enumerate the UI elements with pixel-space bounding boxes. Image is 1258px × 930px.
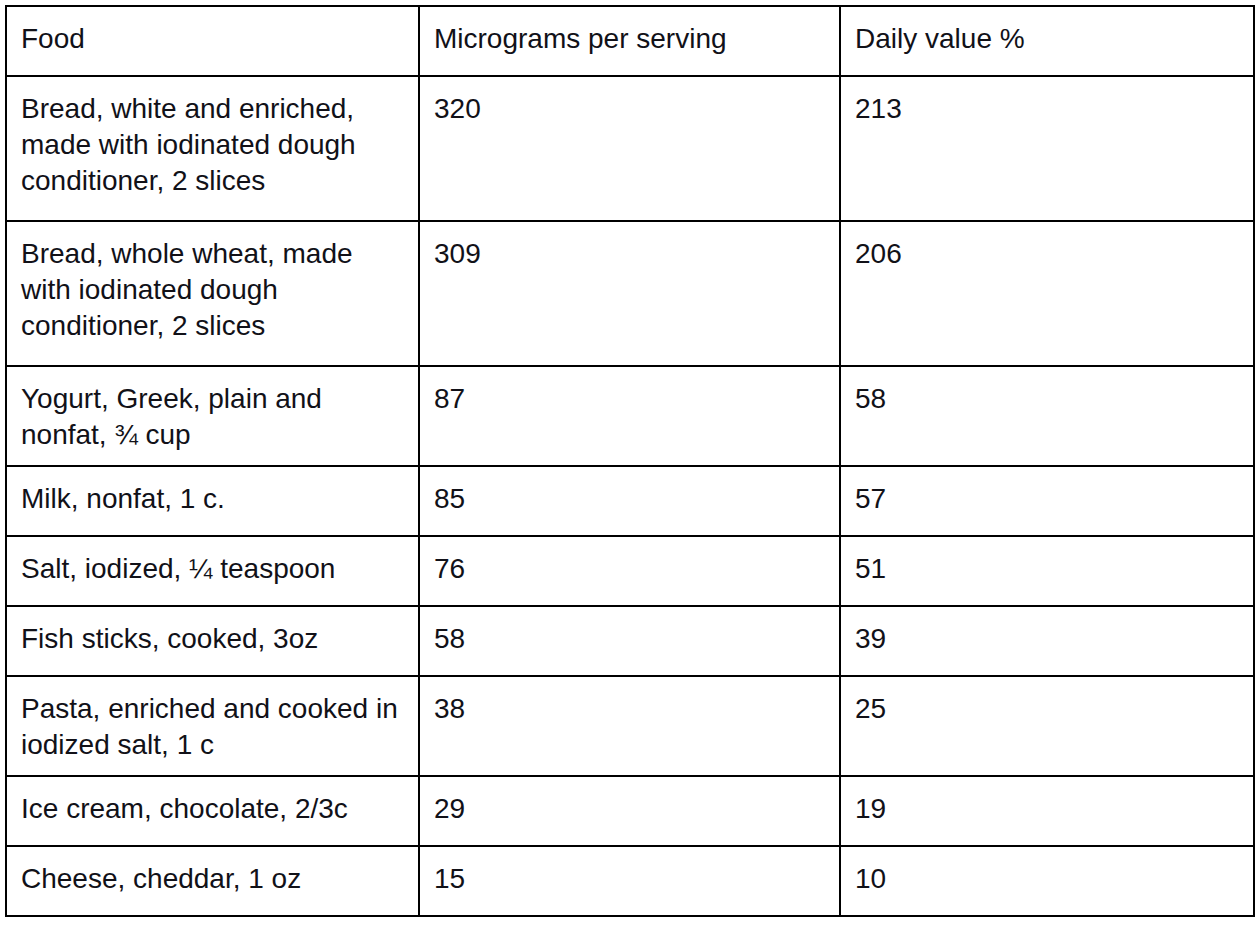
iodine-food-table: Food Micrograms per serving Daily value … <box>5 5 1255 917</box>
cell-micrograms: 15 <box>419 846 840 916</box>
cell-food: Bread, whole wheat, made with iodinated … <box>6 221 419 366</box>
cell-micrograms: 76 <box>419 536 840 606</box>
cell-daily-value: 25 <box>840 676 1254 776</box>
cell-micrograms: 38 <box>419 676 840 776</box>
table-row: Salt, iodized, ¼ teaspoon 76 51 <box>6 536 1254 606</box>
header-food: Food <box>6 6 419 76</box>
cell-food: Cheese, cheddar, 1 oz <box>6 846 419 916</box>
table-row: Milk, nonfat, 1 c. 85 57 <box>6 466 1254 536</box>
cell-daily-value: 10 <box>840 846 1254 916</box>
cell-food: Ice cream, chocolate, 2/3c <box>6 776 419 846</box>
table-row: Yogurt, Greek, plain and nonfat, ¾ cup 8… <box>6 366 1254 466</box>
table-row: Bread, white and enriched, made with iod… <box>6 76 1254 221</box>
cell-micrograms: 320 <box>419 76 840 221</box>
cell-daily-value: 51 <box>840 536 1254 606</box>
table-row: Fish sticks, cooked, 3oz 58 39 <box>6 606 1254 676</box>
cell-food: Pasta, enriched and cooked in iodized sa… <box>6 676 419 776</box>
header-micrograms: Micrograms per serving <box>419 6 840 76</box>
cell-daily-value: 206 <box>840 221 1254 366</box>
cell-food: Yogurt, Greek, plain and nonfat, ¾ cup <box>6 366 419 466</box>
cell-daily-value: 19 <box>840 776 1254 846</box>
cell-micrograms: 58 <box>419 606 840 676</box>
table-row: Cheese, cheddar, 1 oz 15 10 <box>6 846 1254 916</box>
cell-daily-value: 57 <box>840 466 1254 536</box>
table-row: Bread, whole wheat, made with iodinated … <box>6 221 1254 366</box>
cell-daily-value: 58 <box>840 366 1254 466</box>
cell-daily-value: 39 <box>840 606 1254 676</box>
cell-daily-value: 213 <box>840 76 1254 221</box>
table-row: Ice cream, chocolate, 2/3c 29 19 <box>6 776 1254 846</box>
cell-micrograms: 29 <box>419 776 840 846</box>
cell-micrograms: 87 <box>419 366 840 466</box>
cell-micrograms: 85 <box>419 466 840 536</box>
cell-food: Salt, iodized, ¼ teaspoon <box>6 536 419 606</box>
cell-food: Fish sticks, cooked, 3oz <box>6 606 419 676</box>
cell-food: Milk, nonfat, 1 c. <box>6 466 419 536</box>
table-header-row: Food Micrograms per serving Daily value … <box>6 6 1254 76</box>
cell-micrograms: 309 <box>419 221 840 366</box>
cell-food: Bread, white and enriched, made with iod… <box>6 76 419 221</box>
header-daily-value: Daily value % <box>840 6 1254 76</box>
table-row: Pasta, enriched and cooked in iodized sa… <box>6 676 1254 776</box>
